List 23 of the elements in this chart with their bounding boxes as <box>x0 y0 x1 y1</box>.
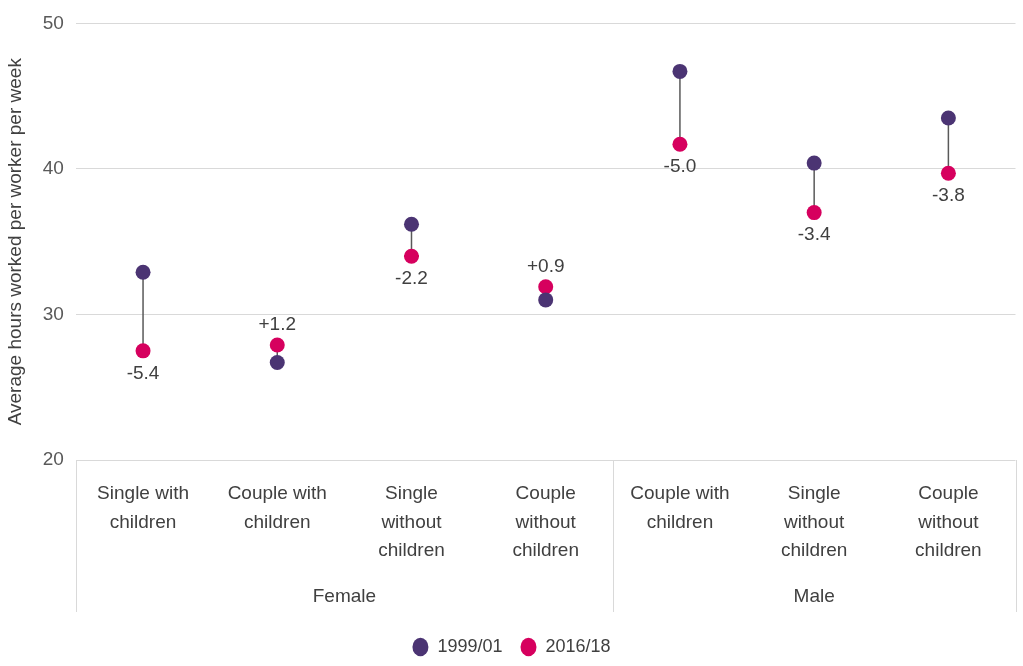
y-tick-label: 50 <box>42 11 64 33</box>
legend-label: 1999/01 <box>437 635 503 656</box>
x-tick-label: Couple without children <box>512 482 579 561</box>
annotation: -3.8 <box>932 184 965 206</box>
annotation: +0.9 <box>526 254 565 276</box>
x-tick-label: Single with children <box>97 482 189 532</box>
x-tick-label: Couple with children <box>630 482 730 532</box>
legend-label: 2016/18 <box>545 635 611 656</box>
text: Male <box>793 585 835 607</box>
annotation: -5.4 <box>126 361 160 383</box>
x-tick-label: Single without children <box>780 482 848 561</box>
y-tick-label: 40 <box>42 157 64 179</box>
x-tick-label: Single without children <box>378 482 445 561</box>
x-tick-label: Couple with children <box>227 482 327 532</box>
annotation: -5.0 <box>663 154 697 176</box>
annotation: -3.4 <box>797 223 831 245</box>
annotation: -2.2 <box>395 266 428 288</box>
text: Female <box>312 585 377 607</box>
y-tick-label: 30 <box>42 302 64 324</box>
y-tick-label: 20 <box>42 448 64 470</box>
x-tick-label: Couple without children <box>915 482 982 561</box>
annotation: +1.2 <box>258 312 297 334</box>
y-axis-title: Average hours worked per worker per week <box>3 57 25 426</box>
